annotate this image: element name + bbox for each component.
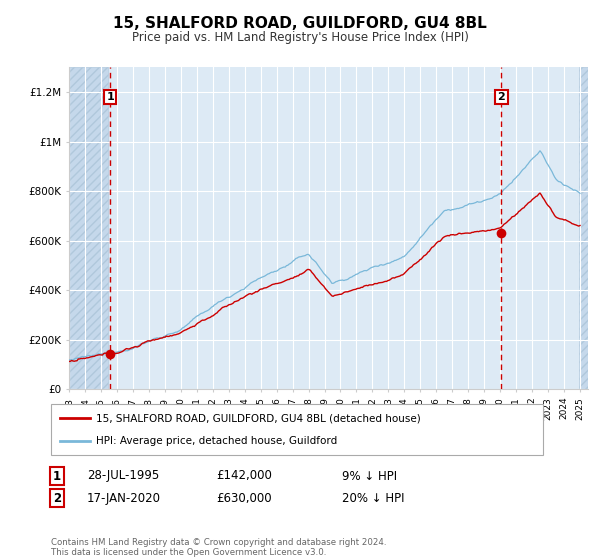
Text: 1: 1 xyxy=(53,469,61,483)
Text: HPI: Average price, detached house, Guildford: HPI: Average price, detached house, Guil… xyxy=(96,436,337,446)
Bar xyxy=(69,67,107,389)
Text: 17-JAN-2020: 17-JAN-2020 xyxy=(87,492,161,505)
Text: 15, SHALFORD ROAD, GUILDFORD, GU4 8BL: 15, SHALFORD ROAD, GUILDFORD, GU4 8BL xyxy=(113,16,487,31)
Text: Contains HM Land Registry data © Crown copyright and database right 2024.
This d: Contains HM Land Registry data © Crown c… xyxy=(51,538,386,557)
Text: £142,000: £142,000 xyxy=(216,469,272,483)
Text: 9% ↓ HPI: 9% ↓ HPI xyxy=(342,469,397,483)
Text: 2: 2 xyxy=(497,92,505,102)
Text: 28-JUL-1995: 28-JUL-1995 xyxy=(87,469,159,483)
Text: Price paid vs. HM Land Registry's House Price Index (HPI): Price paid vs. HM Land Registry's House … xyxy=(131,31,469,44)
Bar xyxy=(579,67,588,389)
Text: 2: 2 xyxy=(53,492,61,505)
Text: 1: 1 xyxy=(106,92,114,102)
Text: £630,000: £630,000 xyxy=(216,492,272,505)
Text: 15, SHALFORD ROAD, GUILDFORD, GU4 8BL (detached house): 15, SHALFORD ROAD, GUILDFORD, GU4 8BL (d… xyxy=(96,413,421,423)
Text: 20% ↓ HPI: 20% ↓ HPI xyxy=(342,492,404,505)
